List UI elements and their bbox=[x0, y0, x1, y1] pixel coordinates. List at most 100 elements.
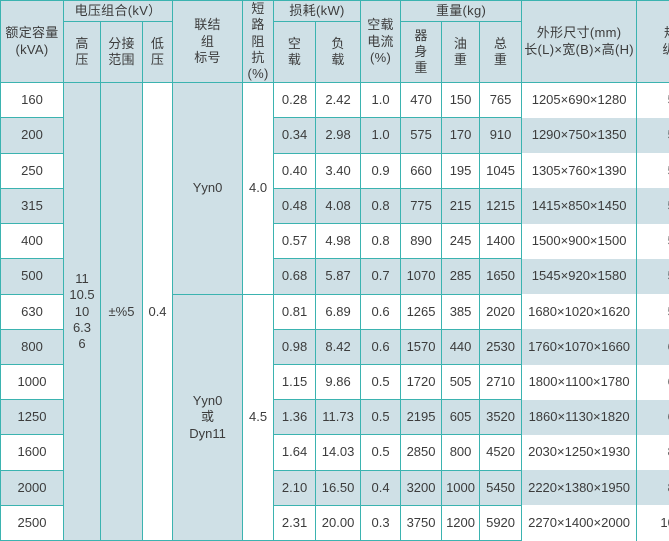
cell-dimensions: 1800×1100×1780 bbox=[522, 365, 637, 400]
connection-group-line: 或 bbox=[175, 409, 240, 425]
cell-dimensions: 1305×760×1390 bbox=[522, 153, 637, 188]
header-gauge: 规矩(mm) 纵向×横向 bbox=[637, 1, 669, 83]
header-weight-oil-line2: 重 bbox=[444, 52, 477, 68]
header-impedance-line1: 短路 bbox=[245, 1, 271, 34]
header-loss-load-line2: 载 bbox=[318, 52, 358, 68]
header-high-voltage-line1: 高 bbox=[66, 36, 98, 52]
cell-gauge: 550×550 bbox=[637, 259, 669, 294]
cell-loss-load: 6.89 bbox=[316, 294, 361, 329]
cell-dimensions: 1415×850×1450 bbox=[522, 188, 637, 223]
cell-weight-body: 1570 bbox=[401, 329, 442, 364]
cell-no-load-current: 0.5 bbox=[361, 435, 401, 470]
cell-gauge: 660×660 bbox=[637, 400, 669, 435]
cell-loss-load: 20.00 bbox=[316, 505, 361, 540]
cell-rated-capacity: 630 bbox=[1, 294, 64, 329]
cell-gauge: 550×550 bbox=[637, 153, 669, 188]
cell-rated-capacity: 1000 bbox=[1, 365, 64, 400]
cell-loss-no-load: 0.34 bbox=[274, 118, 316, 153]
cell-rated-capacity: 315 bbox=[1, 188, 64, 223]
cell-no-load-current: 0.5 bbox=[361, 365, 401, 400]
header-no-load-current-line3: (%) bbox=[363, 50, 398, 66]
cell-weight-body: 470 bbox=[401, 83, 442, 118]
cell-no-load-current: 0.8 bbox=[361, 224, 401, 259]
cell-weight-total: 765 bbox=[480, 83, 522, 118]
cell-dimensions: 1680×1020×1620 bbox=[522, 294, 637, 329]
header-impedance-line3: (%) bbox=[245, 66, 271, 82]
header-impedance-line2: 阻抗 bbox=[245, 34, 271, 67]
cell-weight-oil: 195 bbox=[442, 153, 480, 188]
cell-rated-capacity: 1600 bbox=[1, 435, 64, 470]
cell-no-load-current: 0.4 bbox=[361, 470, 401, 505]
table-header: 额定容量 (kVA) 电压组合(kV） 联结 组 标号 短路 阻抗 (%) 损耗… bbox=[1, 1, 669, 83]
cell-loss-no-load: 1.64 bbox=[274, 435, 316, 470]
cell-dimensions: 1860×1130×1820 bbox=[522, 400, 637, 435]
cell-rated-capacity: 200 bbox=[1, 118, 64, 153]
cell-loss-no-load: 1.15 bbox=[274, 365, 316, 400]
cell-loss-no-load: 0.40 bbox=[274, 153, 316, 188]
cell-weight-total: 3520 bbox=[480, 400, 522, 435]
header-no-load-current-line1: 空载 bbox=[363, 17, 398, 33]
header-connection-group-line2: 组 bbox=[175, 34, 240, 50]
cell-loss-load: 14.03 bbox=[316, 435, 361, 470]
header-high-voltage: 高 压 bbox=[64, 22, 101, 83]
cell-no-load-current: 1.0 bbox=[361, 118, 401, 153]
cell-weight-oil: 285 bbox=[442, 259, 480, 294]
cell-weight-body: 3200 bbox=[401, 470, 442, 505]
high-voltage-line: 10 bbox=[66, 304, 98, 320]
header-dimensions-line2: 长(L)×宽(B)×高(H) bbox=[524, 42, 634, 58]
cell-weight-oil: 170 bbox=[442, 118, 480, 153]
header-group-row: 额定容量 (kVA) 电压组合(kV） 联结 组 标号 短路 阻抗 (%) 损耗… bbox=[1, 1, 669, 22]
cell-loss-load: 5.87 bbox=[316, 259, 361, 294]
cell-gauge: 550×550 bbox=[637, 224, 669, 259]
connection-group-line: Yyn0 bbox=[175, 393, 240, 409]
cell-weight-oil: 1000 bbox=[442, 470, 480, 505]
header-no-load-current: 空载 电流 (%) bbox=[361, 1, 401, 83]
header-gauge-line1: 规矩(mm) bbox=[639, 25, 669, 41]
header-connection-group-line1: 联结 bbox=[175, 17, 240, 33]
high-voltage-line: 6 bbox=[66, 336, 98, 352]
header-rated-capacity: 额定容量 (kVA) bbox=[1, 1, 64, 83]
header-weight-body-line3: 重 bbox=[403, 60, 439, 76]
cell-tap-range: ±%5 bbox=[101, 83, 143, 541]
cell-weight-body: 2195 bbox=[401, 400, 442, 435]
header-high-voltage-line2: 压 bbox=[66, 52, 98, 68]
cell-short-circuit-impedance: 4.0 bbox=[243, 83, 274, 294]
cell-dimensions: 1290×750×1350 bbox=[522, 118, 637, 153]
cell-weight-body: 1070 bbox=[401, 259, 442, 294]
cell-weight-oil: 440 bbox=[442, 329, 480, 364]
cell-loss-load: 3.40 bbox=[316, 153, 361, 188]
header-weight-oil: 油 重 bbox=[442, 22, 480, 83]
cell-weight-oil: 1200 bbox=[442, 505, 480, 540]
header-weight-body: 器 身 重 bbox=[401, 22, 442, 83]
cell-rated-capacity: 800 bbox=[1, 329, 64, 364]
header-short-circuit-impedance: 短路 阻抗 (%) bbox=[243, 1, 274, 83]
header-loss-no-load-line2: 载 bbox=[276, 52, 313, 68]
cell-connection-group: Yyn0 bbox=[173, 83, 243, 294]
cell-rated-capacity: 2000 bbox=[1, 470, 64, 505]
cell-loss-no-load: 0.28 bbox=[274, 83, 316, 118]
cell-weight-oil: 215 bbox=[442, 188, 480, 223]
high-voltage-line: 11 bbox=[66, 271, 98, 287]
cell-rated-capacity: 1250 bbox=[1, 400, 64, 435]
cell-weight-oil: 800 bbox=[442, 435, 480, 470]
cell-gauge: 550×550 bbox=[637, 118, 669, 153]
header-tap-range-line1: 分接 bbox=[103, 36, 140, 52]
header-weight-total-line1: 总 bbox=[482, 36, 519, 52]
cell-no-load-current: 0.3 bbox=[361, 505, 401, 540]
cell-loss-no-load: 2.10 bbox=[274, 470, 316, 505]
cell-short-circuit-impedance: 4.5 bbox=[243, 294, 274, 541]
header-loss-load-line1: 负 bbox=[318, 36, 358, 52]
cell-loss-load: 16.50 bbox=[316, 470, 361, 505]
header-loss-no-load-line1: 空 bbox=[276, 36, 313, 52]
cell-gauge: 550×550 bbox=[637, 188, 669, 223]
cell-weight-body: 575 bbox=[401, 118, 442, 153]
cell-weight-total: 1045 bbox=[480, 153, 522, 188]
cell-rated-capacity: 160 bbox=[1, 83, 64, 118]
cell-loss-load: 4.98 bbox=[316, 224, 361, 259]
connection-group-line: Dyn11 bbox=[175, 426, 240, 442]
cell-gauge: 820×820 bbox=[637, 470, 669, 505]
cell-gauge: 660×660 bbox=[637, 329, 669, 364]
cell-loss-no-load: 0.81 bbox=[274, 294, 316, 329]
